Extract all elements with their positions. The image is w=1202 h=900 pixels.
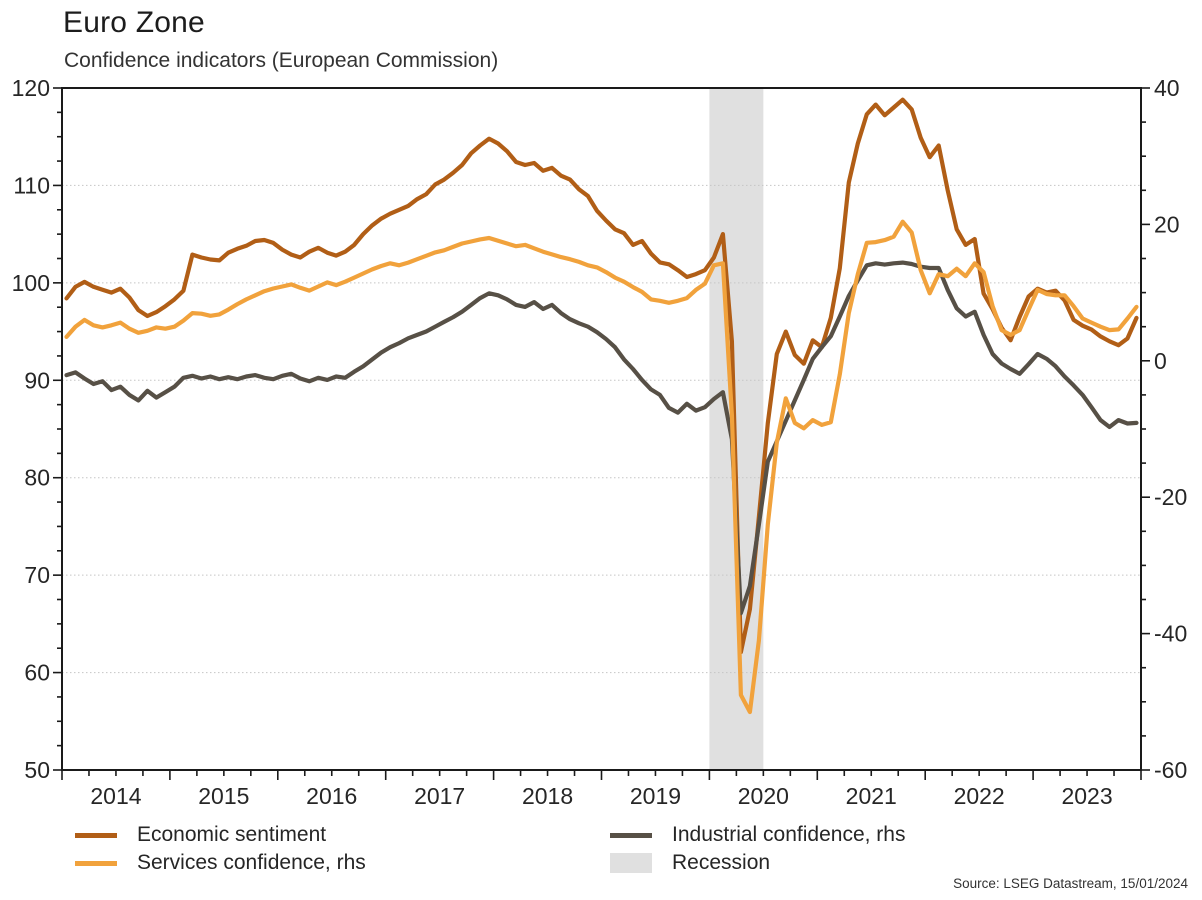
legend-label-recession: Recession bbox=[672, 851, 771, 874]
legend-item-industrial-confidence: Industrial confidence, rhs bbox=[610, 822, 905, 848]
right-axis-label: -20 bbox=[1154, 484, 1187, 510]
legend-item-services-confidence: Services confidence, rhs bbox=[75, 850, 366, 876]
left-axis-label: 70 bbox=[24, 562, 50, 588]
legend-label-services-confidence: Services confidence, rhs bbox=[137, 851, 366, 874]
left-axis-label: 110 bbox=[13, 172, 50, 198]
left-axis-label: 100 bbox=[12, 270, 50, 296]
legend-item-economic-sentiment: Economic sentiment bbox=[75, 822, 326, 848]
left-axis-label: 80 bbox=[24, 465, 50, 491]
x-axis-year-label: 2021 bbox=[846, 783, 897, 809]
x-axis-year-label: 2014 bbox=[90, 783, 141, 809]
page-subtitle: Confidence indicators (European Commissi… bbox=[64, 49, 499, 72]
x-axis-year-label: 2018 bbox=[522, 783, 573, 809]
x-axis-year-label: 2020 bbox=[738, 783, 789, 809]
x-axis-year-label: 2022 bbox=[954, 783, 1005, 809]
series-line-services-confidence-rhs bbox=[64, 219, 1139, 715]
x-axis-year-label: 2015 bbox=[198, 783, 249, 809]
services-confidence-line-swatch bbox=[75, 860, 117, 866]
page-title: Euro Zone bbox=[63, 6, 205, 39]
economic-sentiment-line-swatch bbox=[75, 832, 117, 838]
left-axis-label: 90 bbox=[24, 367, 50, 393]
legend-item-recession: Recession bbox=[610, 850, 770, 876]
x-axis-year-label: 2019 bbox=[630, 783, 681, 809]
legend-label-economic-sentiment: Economic sentiment bbox=[137, 823, 327, 846]
legend-label-industrial-confidence: Industrial confidence, rhs bbox=[672, 823, 906, 846]
source-note: Source: LSEG Datastream, 15/01/2024 bbox=[953, 876, 1188, 891]
x-axis-year-label: 2017 bbox=[414, 783, 465, 809]
plot-frame bbox=[61, 87, 1142, 771]
recession-band-swatch bbox=[610, 853, 652, 873]
right-axis-label: -60 bbox=[1154, 757, 1187, 783]
right-axis-label: -40 bbox=[1154, 621, 1187, 647]
right-axis-label: 40 bbox=[1154, 75, 1180, 101]
left-axis-label: 50 bbox=[24, 757, 50, 783]
left-axis-label: 60 bbox=[24, 660, 50, 686]
industrial-confidence-line-swatch bbox=[610, 832, 652, 838]
series-line-economic-sentiment bbox=[64, 97, 1139, 655]
left-axis-label: 120 bbox=[12, 75, 50, 101]
x-axis-year-label: 2023 bbox=[1061, 783, 1112, 809]
series-line-industrial-confidence-rhs bbox=[64, 260, 1139, 616]
right-axis-label: 20 bbox=[1154, 211, 1180, 237]
right-axis-label: 0 bbox=[1154, 348, 1167, 374]
x-axis-year-label: 2016 bbox=[306, 783, 357, 809]
